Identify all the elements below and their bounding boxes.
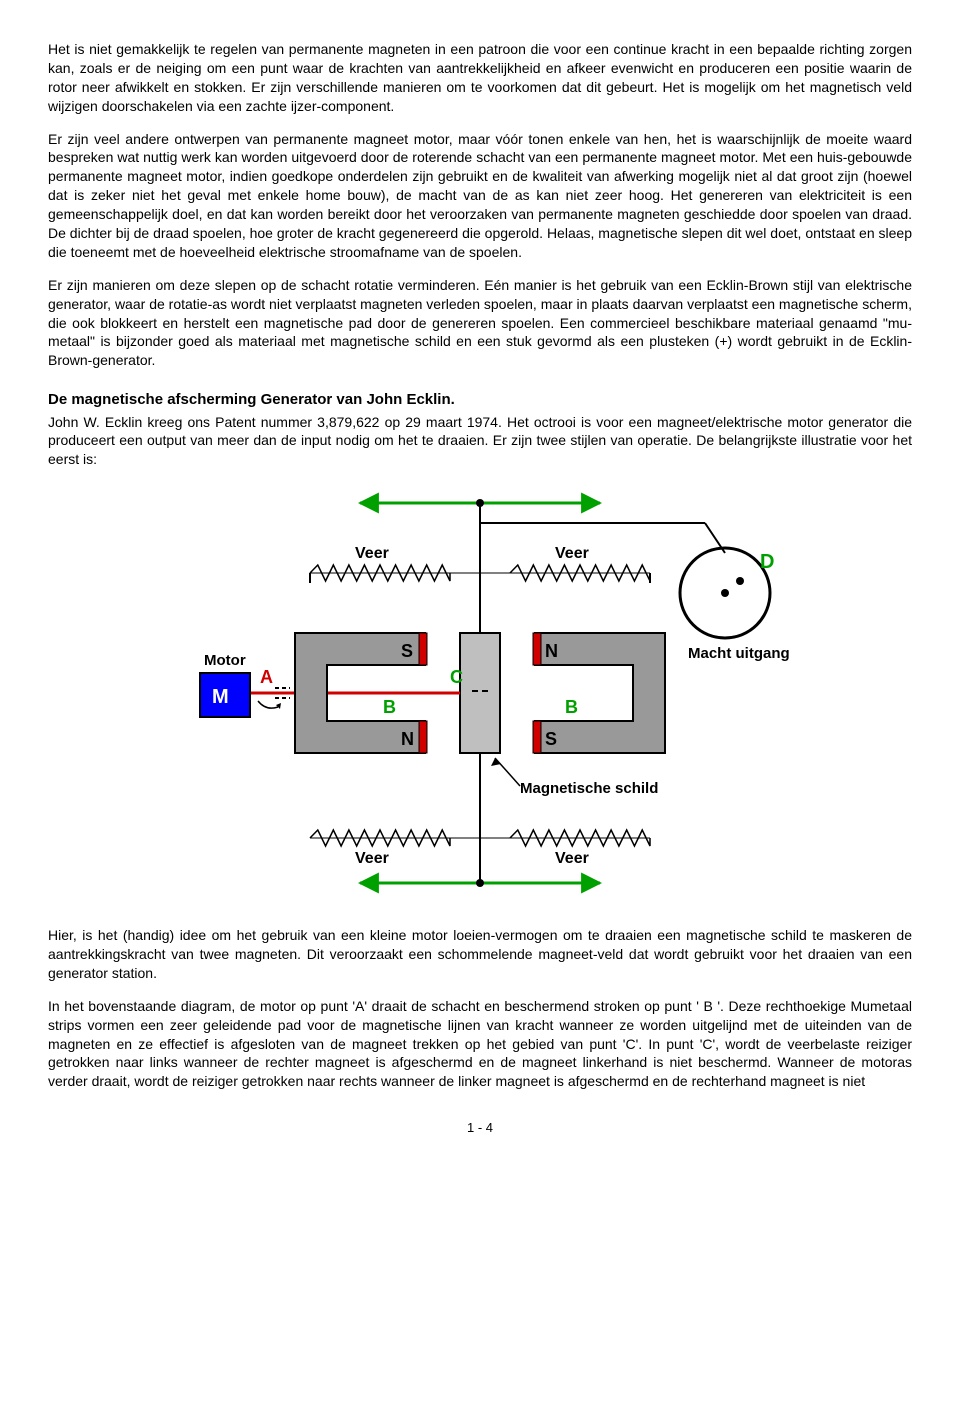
svg-text:M: M [212, 686, 229, 708]
paragraph-5: Hier, is het (handig) idee om het gebrui… [48, 926, 912, 983]
svg-text:N: N [401, 729, 414, 749]
diagram-svg: VeerVeerVeerVeerCSNBNSBMMotorADMacht uit… [160, 483, 800, 903]
svg-text:S: S [401, 641, 413, 661]
paragraph-1: Het is niet gemakkelijk te regelen van p… [48, 40, 912, 116]
paragraph-2: Er zijn veel andere ontwerpen van perman… [48, 130, 912, 262]
svg-text:A: A [260, 667, 273, 687]
svg-text:Veer: Veer [555, 850, 589, 867]
svg-text:D: D [760, 551, 774, 573]
paragraph-3: Er zijn manieren om deze slepen op de sc… [48, 276, 912, 370]
svg-text:Veer: Veer [555, 545, 589, 562]
paragraph-6: In het bovenstaande diagram, de motor op… [48, 997, 912, 1091]
svg-text:Veer: Veer [355, 545, 389, 562]
svg-text:S: S [545, 729, 557, 749]
svg-text:N: N [545, 641, 558, 661]
svg-text:Macht uitgang: Macht uitgang [688, 645, 790, 662]
paragraph-4: John W. Ecklin kreeg ons Patent nummer 3… [48, 413, 912, 470]
svg-text:Motor: Motor [204, 652, 246, 669]
ecklin-diagram: VeerVeerVeerVeerCSNBNSBMMotorADMacht uit… [160, 483, 800, 908]
svg-text:Veer: Veer [355, 850, 389, 867]
page-number: 1 - 4 [48, 1119, 912, 1137]
svg-text:B: B [565, 697, 578, 717]
svg-text:C: C [450, 667, 463, 687]
section-heading: De magnetische afscherming Generator van… [48, 390, 912, 410]
svg-text:B: B [383, 697, 396, 717]
svg-text:Magnetische schild: Magnetische schild [520, 780, 658, 797]
